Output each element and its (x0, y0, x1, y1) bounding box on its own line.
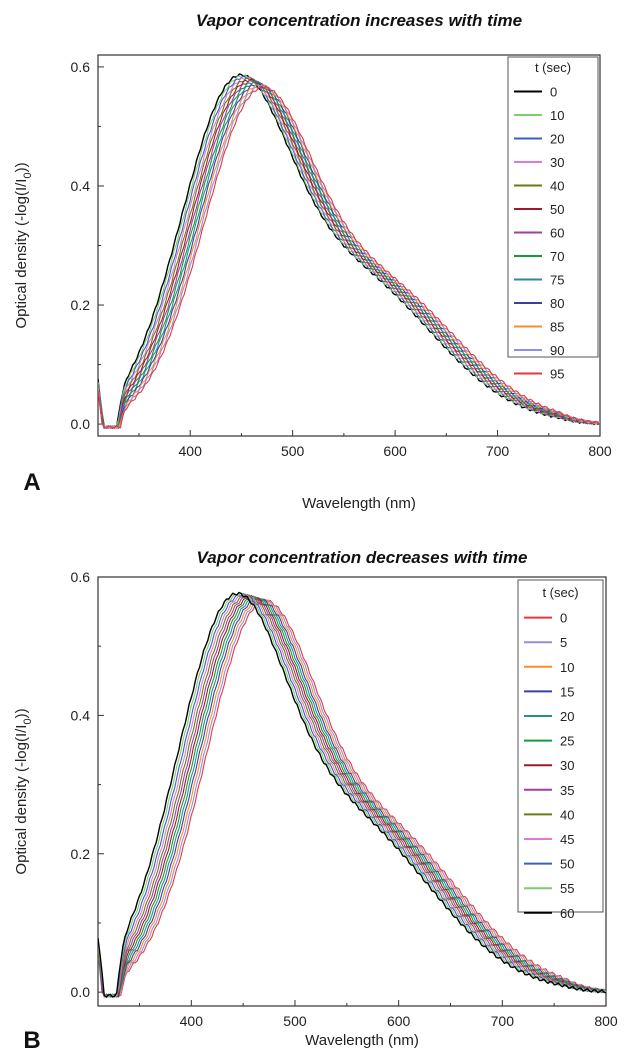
series-line-95 (98, 85, 600, 429)
series-line-10 (98, 597, 606, 998)
y-tick-label: 0.2 (71, 846, 91, 862)
y-axis-label-subscript: 0 (22, 718, 34, 724)
legend-label-85: 85 (550, 320, 564, 335)
legend: t (sec) 0 5 10 15 20 25 30 35 40 45 50 55 60 (517, 579, 604, 921)
series-line-5 (98, 598, 606, 998)
y-axis-label-main: Optical density (-log(I/I (13, 179, 30, 329)
y-tick-label: 0.0 (71, 416, 91, 432)
legend-label-70: 70 (550, 249, 564, 264)
x-tick-label: 700 (491, 1013, 515, 1029)
chart-title: Vapor concentration decreases with time (197, 548, 528, 567)
y-tick-label: 0.0 (71, 984, 91, 1000)
legend-label-60: 60 (560, 906, 574, 921)
legend-box (517, 579, 604, 913)
y-axis-label-end: )) (13, 708, 30, 718)
legend-label-0: 0 (560, 611, 567, 626)
legend-label-30: 30 (550, 155, 564, 170)
series-line-20 (98, 75, 600, 429)
x-tick-label: 800 (588, 443, 612, 459)
series-lines (98, 591, 606, 998)
x-axis-label: Wavelength (nm) (305, 1032, 419, 1049)
legend-label-50: 50 (560, 857, 574, 872)
x-tick-label: 600 (387, 1013, 411, 1029)
series-line-60 (98, 591, 606, 998)
legend-label-55: 55 (560, 881, 574, 896)
y-axis-label-main: Optical density (-log(I/I (13, 725, 30, 875)
legend-label-5: 5 (560, 635, 567, 650)
y-axis-label-end: )) (13, 162, 30, 172)
x-tick-label: 400 (180, 1013, 204, 1029)
y-tick-label: 0.2 (71, 297, 91, 313)
legend-title: t (sec) (535, 60, 571, 75)
series-line-25 (98, 595, 606, 998)
series-line-50 (98, 592, 606, 998)
chart-title: Vapor concentration increases with time (196, 11, 522, 30)
legend-label-40: 40 (560, 807, 574, 822)
legend: t (sec) 0 10 20 30 40 50 60 70 75 80 85 90 95 (507, 56, 599, 382)
panel-label: B (23, 1027, 40, 1052)
legend-label-25: 25 (560, 734, 574, 749)
panel-label: A (23, 469, 40, 496)
x-tick-label: 600 (383, 443, 407, 459)
legend-label-75: 75 (550, 273, 564, 288)
legend-label-15: 15 (560, 684, 574, 699)
x-tick-label: 800 (594, 1013, 618, 1029)
legend-label-80: 80 (550, 296, 564, 311)
series-line-55 (98, 592, 606, 998)
y-tick-label: 0.6 (71, 569, 91, 585)
x-axis-label: Wavelength (nm) (302, 495, 416, 512)
x-tick-label: 400 (179, 443, 203, 459)
legend-label-10: 10 (560, 660, 574, 675)
series-line-45 (98, 593, 606, 998)
y-tick-label: 0.6 (71, 59, 91, 75)
y-axis-label: Optical density (-log(I/I0)) (13, 708, 34, 874)
series-line-90 (98, 84, 600, 429)
y-tick-label: 0.4 (71, 178, 91, 194)
x-tick-label: 500 (283, 1013, 307, 1029)
legend-label-90: 90 (550, 343, 564, 358)
y-axis-label: Optical density (-log(I/I0)) (13, 162, 34, 328)
legend-label-35: 35 (560, 783, 574, 798)
legend-label-60: 60 (550, 226, 564, 241)
y-tick-label: 0.4 (71, 707, 91, 723)
legend-label-20: 20 (560, 709, 574, 724)
series-line-40 (98, 77, 600, 429)
legend-label-0: 0 (550, 85, 557, 100)
legend-label-20: 20 (550, 132, 564, 147)
legend-title: t (sec) (542, 585, 578, 600)
series-line-30 (98, 595, 606, 998)
chart-panel-a: Vapor concentration increases with time 4… (13, 11, 612, 512)
series-line-75 (98, 81, 600, 429)
legend-label-40: 40 (550, 179, 564, 194)
legend-label-50: 50 (550, 202, 564, 217)
legend-label-45: 45 (560, 832, 574, 847)
legend-label-10: 10 (550, 108, 564, 123)
x-tick-label: 700 (486, 443, 510, 459)
series-lines (98, 73, 600, 429)
legend-box (507, 56, 599, 358)
legend-label-95: 95 (550, 367, 564, 382)
x-tick-label: 500 (281, 443, 305, 459)
legend-label-30: 30 (560, 758, 574, 773)
chart-panel-b: Vapor concentration decreases with time 4… (13, 548, 618, 1052)
y-axis-label-subscript: 0 (22, 172, 34, 178)
